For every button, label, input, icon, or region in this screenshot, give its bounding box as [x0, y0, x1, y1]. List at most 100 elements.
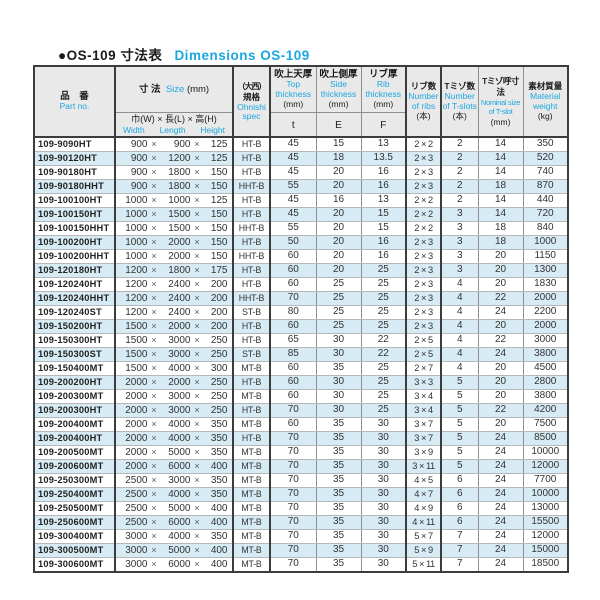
size-height: 400: [210, 516, 228, 528]
material-weight-cell: 12000: [522, 528, 569, 544]
size-cell: 1200 × 1800 × 175: [114, 262, 234, 278]
size-width: 2000: [125, 460, 148, 472]
material-weight-cell: 18500: [522, 556, 569, 572]
multiply-icon: ×: [194, 488, 200, 499]
size-length: 1500: [168, 222, 191, 234]
size-width: 900: [130, 138, 148, 150]
multiply-icon: ×: [194, 362, 200, 373]
table-row: 109-150400MT 1500 × 4000 × 300 MT-B 60 35 25…: [33, 360, 569, 376]
size-height: 250: [210, 334, 228, 346]
nominal-size-t-slot-cell: 22: [477, 290, 524, 306]
nominal-size-t-slot-cell: 14: [477, 192, 524, 208]
page-title-en: Dimensions OS-109: [174, 48, 310, 63]
nominal-size-t-slot-cell: 24: [477, 556, 524, 572]
size-length: 3000: [168, 348, 191, 360]
size-cell: 1000 × 1500 × 150: [114, 220, 234, 236]
ohnishi-spec-cell: MT-B: [232, 388, 271, 404]
multiply-icon: ×: [151, 138, 157, 149]
number-of-t-slots-cell: 7: [440, 528, 479, 544]
nominal-size-t-slot-cell: 20: [477, 276, 524, 292]
ohnishi-spec-cell: MT-B: [232, 500, 271, 516]
table-row: 109-300500MT 3000 × 5000 × 400 MT-B 70 35 30…: [33, 542, 569, 558]
size-height: 200: [210, 278, 228, 290]
top-thickness-cell: 70: [269, 486, 317, 502]
number-of-ribs-cell: 5 × 9: [405, 542, 442, 558]
number-of-t-slots-cell: 5: [440, 388, 479, 404]
multiply-icon: ×: [151, 306, 157, 317]
number-of-ribs-cell: 2 × 3: [405, 150, 442, 166]
material-weight-cell: 350: [522, 136, 569, 152]
top-thickness-cell: 65: [269, 332, 317, 348]
size-length: 5000: [168, 544, 191, 556]
nominal-size-t-slot-cell: 20: [477, 318, 524, 334]
number-of-ribs-cell: 4 × 7: [405, 486, 442, 502]
multiply-icon: ×: [194, 222, 200, 233]
size-height: 125: [210, 194, 228, 206]
table-row: 109-200200HT 2000 × 2000 × 250 HT-B 60 30 25…: [33, 374, 569, 390]
size-length: 2400: [168, 292, 191, 304]
rib-thickness-cell: 30: [360, 528, 407, 544]
size-height: 350: [210, 432, 228, 444]
side-thickness-cell: 35: [315, 556, 362, 572]
ohnishi-spec-cell: MT-B: [232, 458, 271, 474]
top-thickness-cell: 60: [269, 318, 317, 334]
size-height: 250: [210, 404, 228, 416]
material-weight-cell: 3800: [522, 388, 569, 404]
top-thickness-cell: 45: [269, 206, 317, 222]
size-cell: 1500 × 4000 × 300: [114, 360, 234, 376]
number-of-t-slots-cell: 5: [440, 402, 479, 418]
size-width: 2500: [125, 516, 148, 528]
number-of-t-slots-cell: 4: [440, 360, 479, 376]
table-row: 109-250600MT 2500 × 6000 × 400 MT-B 70 35 30…: [33, 514, 569, 530]
side-thickness-cell: 25: [315, 304, 362, 320]
col-header-number-of-ribs: リブ数 Number of ribs (本): [405, 65, 442, 137]
size-cell: 2000 × 6000 × 400: [114, 458, 234, 474]
rib-thickness-cell: 13: [360, 136, 407, 152]
multiply-icon: ×: [151, 334, 157, 345]
part-no-cell: 109-300500MT: [33, 542, 116, 558]
ohnishi-spec-cell: HT-B: [232, 234, 271, 250]
size-width: 1000: [125, 250, 148, 262]
part-no-cell: 109-300400MT: [33, 528, 116, 544]
rib-thickness-cell: 30: [360, 500, 407, 516]
size-cell: 3000 × 4000 × 350: [114, 528, 234, 544]
multiply-icon: ×: [194, 166, 200, 177]
number-of-t-slots-cell: 6: [440, 500, 479, 516]
size-width: 2000: [125, 432, 148, 444]
table-row: 109-300600MT 3000 × 6000 × 400 MT-B 70 35 30…: [33, 556, 569, 572]
size-height: 150: [210, 222, 228, 234]
table-row: 109-250300MT 2500 × 3000 × 350 MT-B 70 35 30…: [33, 472, 569, 488]
size-cell: 900 × 900 × 125: [114, 136, 234, 152]
top-thickness-cell: 70: [269, 472, 317, 488]
number-of-ribs-cell: 3 × 3: [405, 374, 442, 390]
size-cell: 1500 × 3000 × 250: [114, 332, 234, 348]
size-width: 1500: [125, 362, 148, 374]
top-thickness-cell: 80: [269, 304, 317, 320]
rib-thickness-cell: 30: [360, 542, 407, 558]
table-row: 109-200500MT 2000 × 5000 × 350 MT-B 70 35 30…: [33, 444, 569, 460]
top-thickness-cell: 70: [269, 542, 317, 558]
multiply-icon: ×: [151, 222, 157, 233]
size-cell: 2000 × 4000 × 350: [114, 430, 234, 446]
ohnishi-spec-cell: MT-B: [232, 542, 271, 558]
multiply-icon: ×: [151, 152, 157, 163]
rib-thickness-cell: 25: [360, 360, 407, 376]
side-thickness-cell: 35: [315, 500, 362, 516]
number-of-t-slots-cell: 7: [440, 556, 479, 572]
rib-thickness-cell: 22: [360, 332, 407, 348]
dimensions-table-wrap: 品 番 Part no. 寸 法 Size (mm) （大西） 規格 Ohnis…: [33, 65, 569, 573]
multiply-icon: ×: [151, 208, 157, 219]
table-row: 109-100100HT 1000 × 1000 × 125 HT-B 45 16 13…: [33, 192, 569, 208]
ohnishi-spec-cell: MT-B: [232, 360, 271, 376]
part-no-cell: 109-100150HT: [33, 206, 116, 222]
size-length: 2000: [168, 250, 191, 262]
number-of-ribs-cell: 2 × 2: [405, 220, 442, 236]
size-width: 1200: [125, 264, 148, 276]
part-no-cell: 109-200600MT: [33, 458, 116, 474]
number-of-ribs-cell: 2 × 3: [405, 262, 442, 278]
size-height: 350: [210, 474, 228, 486]
size-width: 900: [130, 152, 148, 164]
number-of-ribs-cell: 2 × 3: [405, 178, 442, 194]
rib-thickness-cell: 30: [360, 486, 407, 502]
size-cell: 1000 × 1000 × 125: [114, 192, 234, 208]
